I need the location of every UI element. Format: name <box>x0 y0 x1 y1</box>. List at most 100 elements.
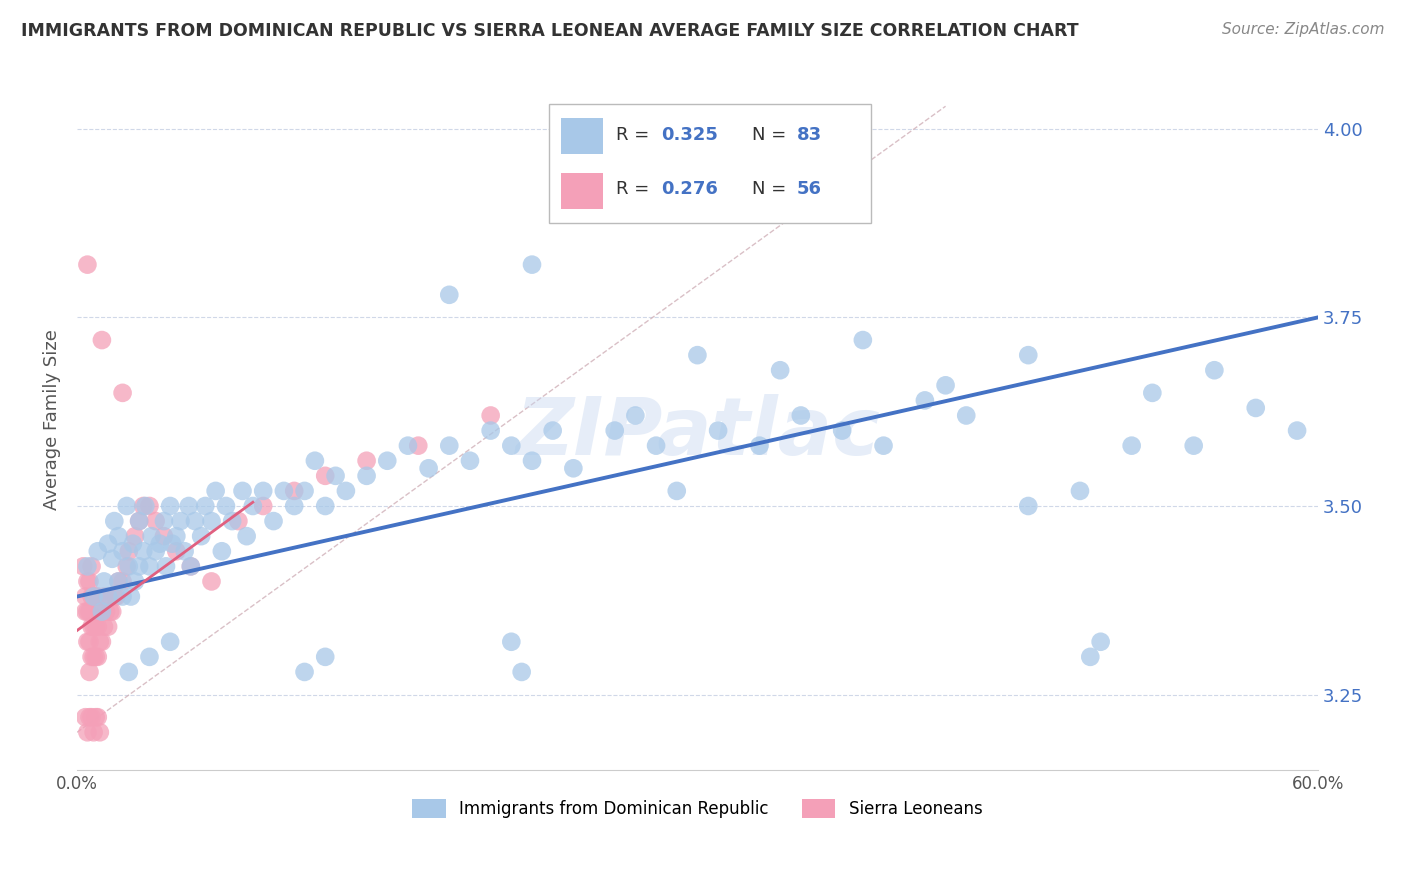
Point <box>200 514 222 528</box>
Point <box>314 499 336 513</box>
Point <box>273 483 295 498</box>
Point <box>83 649 105 664</box>
Point <box>356 454 378 468</box>
Point <box>356 468 378 483</box>
Point <box>831 424 853 438</box>
Point <box>94 605 117 619</box>
Point <box>84 649 107 664</box>
Point <box>294 483 316 498</box>
Point <box>263 514 285 528</box>
Point <box>120 590 142 604</box>
Point <box>165 529 187 543</box>
Point <box>1244 401 1267 415</box>
Point <box>955 409 977 423</box>
Point <box>665 483 688 498</box>
Point <box>90 333 112 347</box>
Point <box>128 514 150 528</box>
Point <box>283 483 305 498</box>
Point <box>624 409 647 423</box>
Point <box>501 439 523 453</box>
Point <box>87 649 110 664</box>
Point <box>111 544 134 558</box>
Point <box>439 287 461 301</box>
Point <box>145 514 167 528</box>
Text: ZIPatlас: ZIPatlас <box>515 394 880 472</box>
Point <box>418 461 440 475</box>
Point <box>83 620 105 634</box>
Point <box>180 559 202 574</box>
Point <box>149 537 172 551</box>
Point <box>80 710 103 724</box>
Point <box>75 590 97 604</box>
Point <box>228 514 250 528</box>
Legend: Immigrants from Dominican Republic, Sierra Leoneans: Immigrants from Dominican Republic, Sier… <box>406 792 988 825</box>
Point <box>479 409 502 423</box>
Point <box>72 559 94 574</box>
Point <box>103 590 125 604</box>
Point <box>138 499 160 513</box>
Point <box>93 590 115 604</box>
Point <box>79 634 101 648</box>
Point <box>90 605 112 619</box>
Point <box>79 605 101 619</box>
Point <box>852 333 875 347</box>
Point <box>97 620 120 634</box>
Point <box>439 439 461 453</box>
Point <box>75 710 97 724</box>
Point <box>107 574 129 589</box>
Point <box>115 559 138 574</box>
Point <box>1090 634 1112 648</box>
Point <box>1078 649 1101 664</box>
Point <box>138 649 160 664</box>
Point <box>1286 424 1309 438</box>
Point <box>118 544 141 558</box>
Point <box>76 725 98 739</box>
Point <box>396 439 419 453</box>
Point <box>101 605 124 619</box>
Point <box>132 544 155 558</box>
Point <box>1142 385 1164 400</box>
Point <box>1017 499 1039 513</box>
Point <box>520 258 543 272</box>
Point <box>510 665 533 679</box>
Point <box>105 590 128 604</box>
Point <box>541 424 564 438</box>
Point <box>204 483 226 498</box>
Point <box>76 258 98 272</box>
Point <box>177 499 200 513</box>
Point <box>111 385 134 400</box>
Point <box>1121 439 1143 453</box>
Point <box>200 574 222 589</box>
Point <box>479 424 502 438</box>
Point <box>562 461 585 475</box>
Text: Source: ZipAtlas.com: Source: ZipAtlas.com <box>1222 22 1385 37</box>
Point <box>686 348 709 362</box>
Point <box>165 544 187 558</box>
Point <box>75 605 97 619</box>
Point <box>83 590 105 604</box>
Point <box>115 499 138 513</box>
Point <box>231 483 253 498</box>
Point <box>80 590 103 604</box>
Point <box>624 160 647 174</box>
Point <box>76 559 98 574</box>
Point <box>914 393 936 408</box>
Point <box>769 363 792 377</box>
Point <box>87 710 110 724</box>
Text: IMMIGRANTS FROM DOMINICAN REPUBLIC VS SIERRA LEONEAN AVERAGE FAMILY SIZE CORRELA: IMMIGRANTS FROM DOMINICAN REPUBLIC VS SI… <box>21 22 1078 40</box>
Point <box>184 514 207 528</box>
Point <box>190 529 212 543</box>
Point <box>748 439 770 453</box>
Point <box>76 605 98 619</box>
Point <box>1204 363 1226 377</box>
Point <box>235 529 257 543</box>
Point <box>141 529 163 543</box>
Point <box>283 499 305 513</box>
Point <box>645 439 668 453</box>
Point <box>215 499 238 513</box>
Point <box>314 649 336 664</box>
Point <box>169 514 191 528</box>
Point <box>93 574 115 589</box>
Point <box>145 544 167 558</box>
Point <box>180 559 202 574</box>
